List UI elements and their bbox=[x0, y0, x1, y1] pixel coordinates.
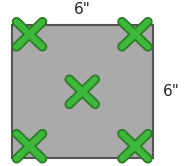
FancyBboxPatch shape bbox=[12, 25, 153, 159]
Text: 6": 6" bbox=[163, 84, 180, 99]
Text: 6": 6" bbox=[74, 2, 91, 17]
